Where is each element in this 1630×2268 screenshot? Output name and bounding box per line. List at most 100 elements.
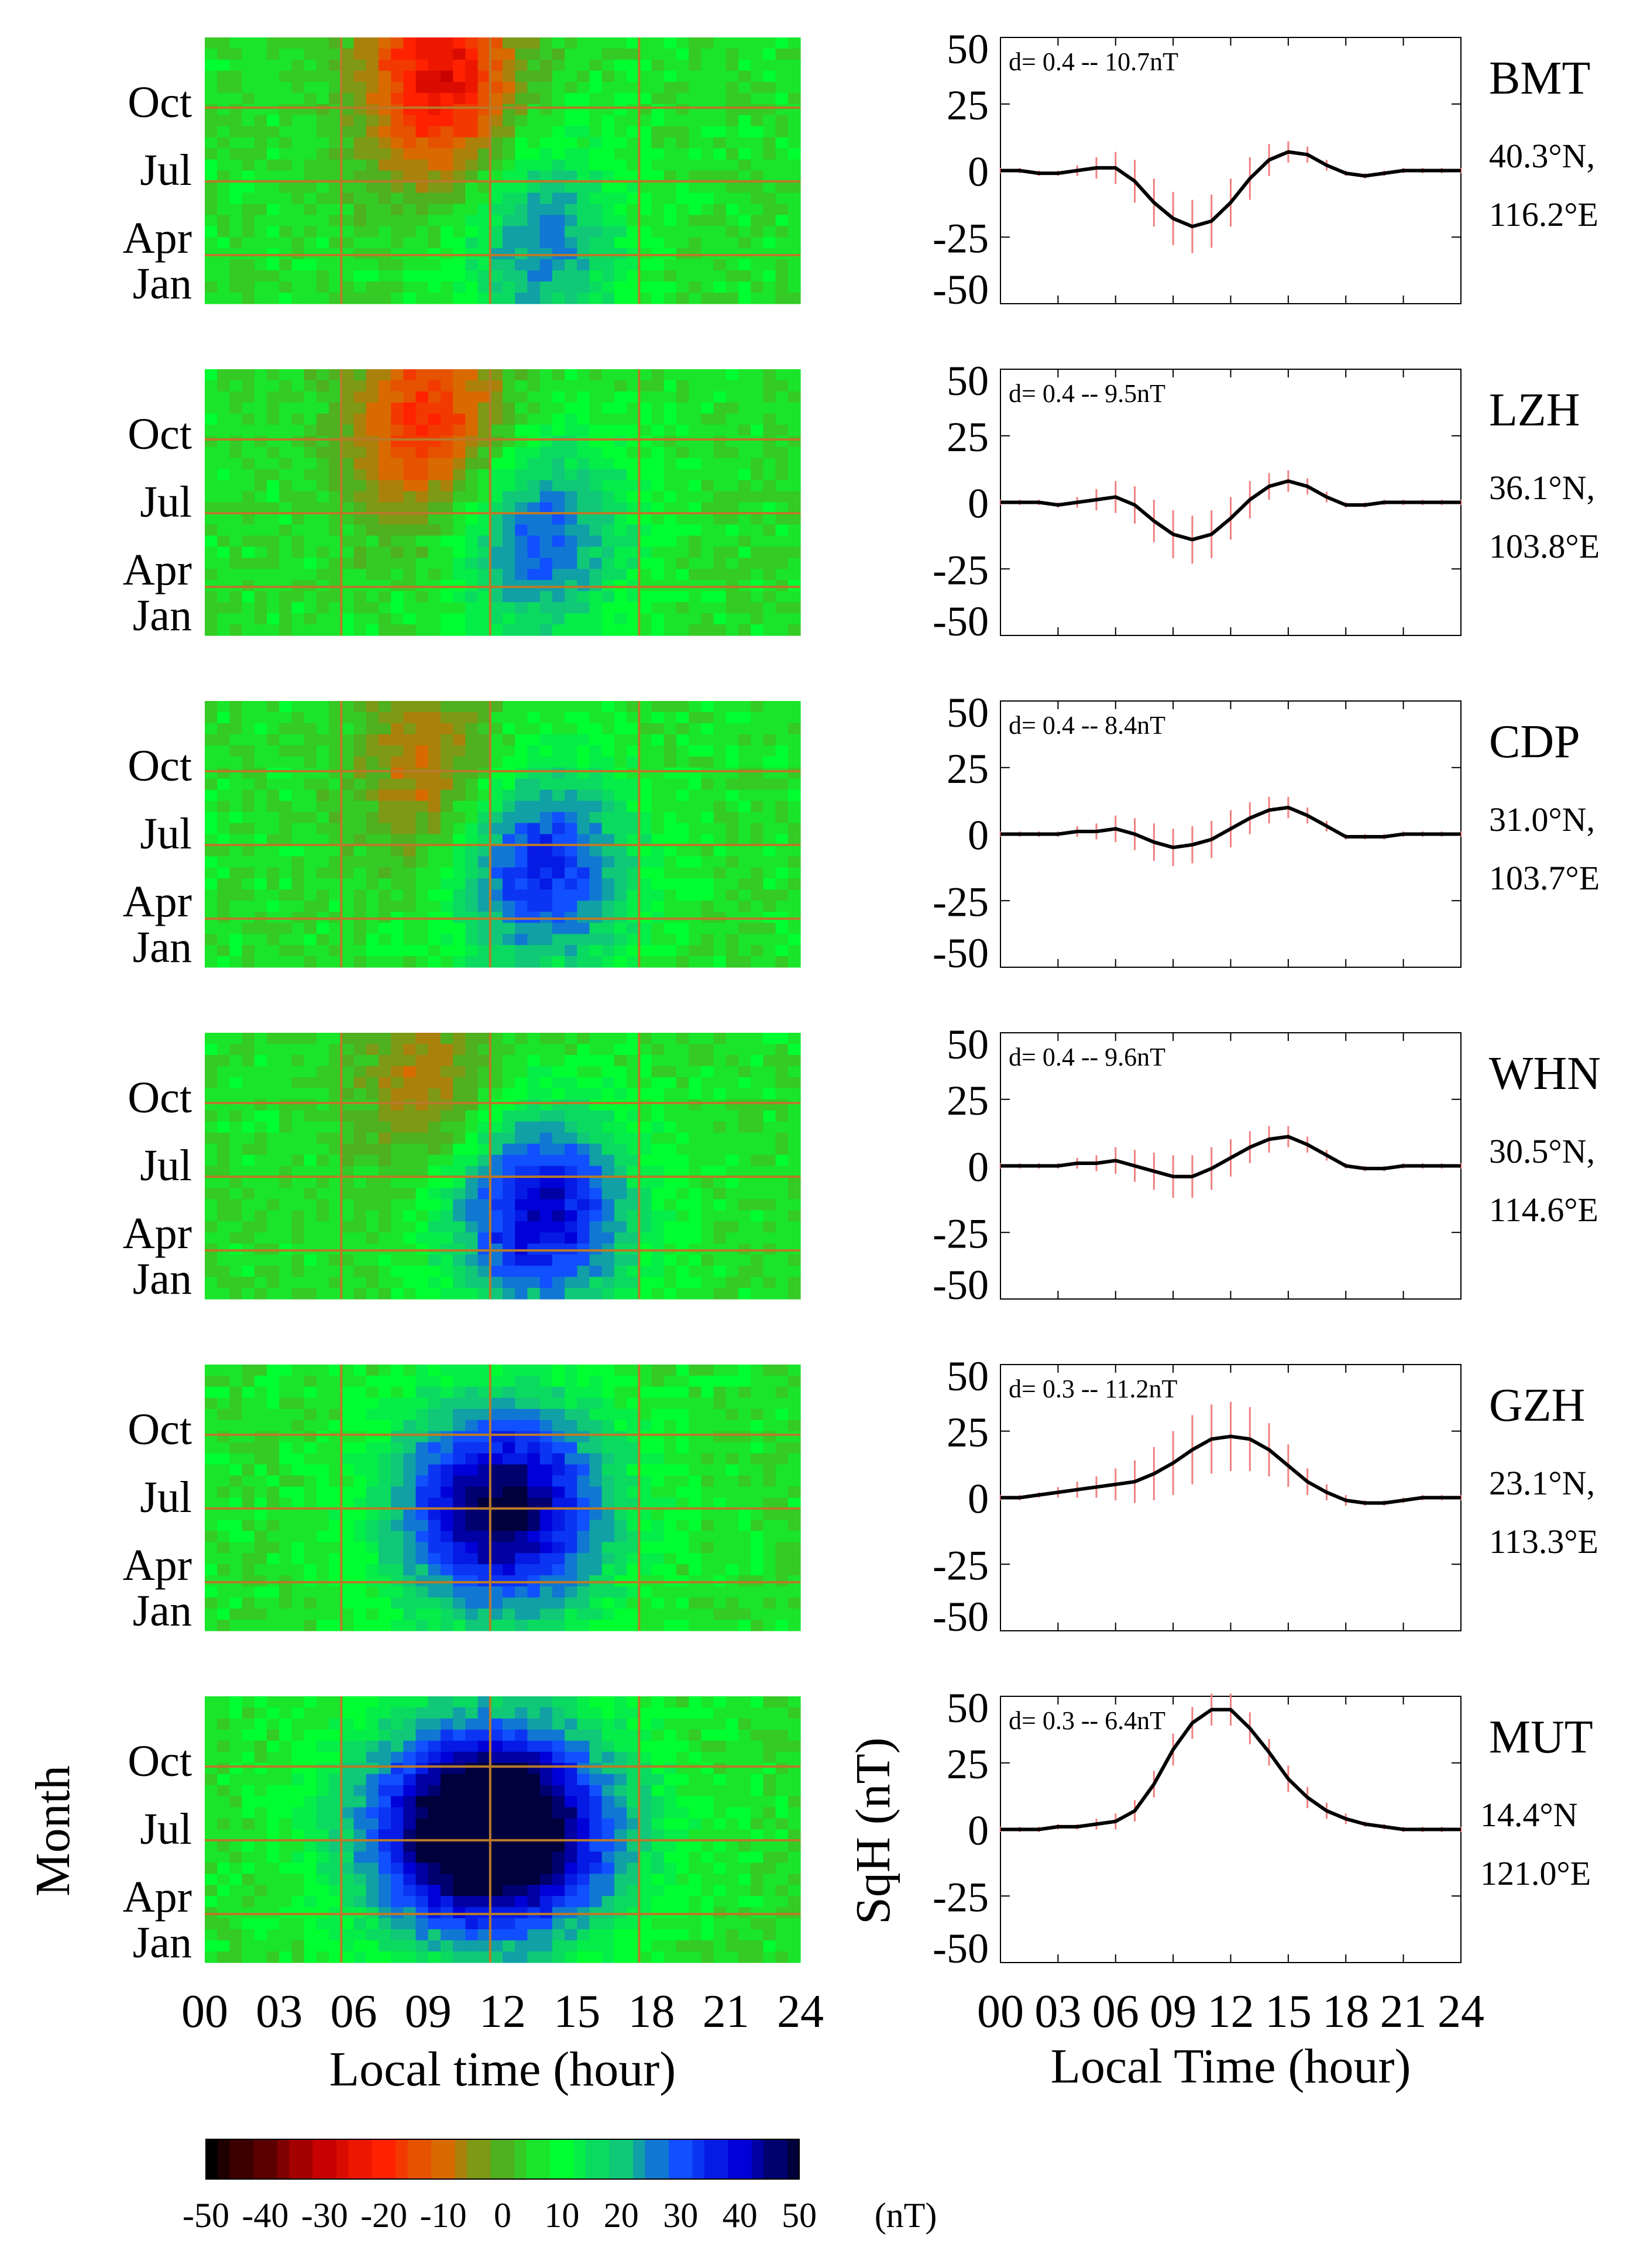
heatmap-cell bbox=[403, 535, 417, 547]
heatmap-cell bbox=[378, 491, 391, 503]
heatmap-cell bbox=[701, 613, 714, 625]
heatmap-cell bbox=[713, 181, 727, 194]
heatmap-cell bbox=[229, 281, 243, 293]
heatmap-cell bbox=[304, 70, 317, 83]
heatmap-cell bbox=[254, 1088, 267, 1100]
heatmap-cell bbox=[751, 1033, 764, 1044]
heatmap-cell bbox=[527, 1110, 541, 1122]
heatmap-cell bbox=[614, 104, 627, 116]
heatmap-cell bbox=[552, 70, 565, 83]
heatmap-cell bbox=[601, 281, 615, 293]
heatmap-cell bbox=[627, 812, 639, 824]
heatmap-cell bbox=[378, 115, 391, 127]
heatmap-cell bbox=[341, 1110, 355, 1122]
heatmap-cell bbox=[378, 70, 391, 83]
heatmap-cell bbox=[242, 115, 255, 127]
heatmap-cell bbox=[639, 1043, 652, 1056]
heatmap-cell bbox=[763, 115, 776, 127]
heatmap-cell bbox=[589, 856, 603, 868]
heatmap-cell bbox=[751, 502, 764, 514]
heatmap-cell bbox=[639, 569, 652, 580]
heatmap-cell bbox=[601, 613, 615, 625]
heatmap-cell bbox=[366, 1121, 379, 1133]
heatmap-cell bbox=[242, 956, 255, 968]
heatmap-cell bbox=[353, 48, 367, 60]
heatmap-cell bbox=[440, 867, 453, 879]
heatmap-cell bbox=[725, 778, 739, 791]
month-tick-label: Jan bbox=[133, 591, 192, 640]
heatmap-cell bbox=[440, 1066, 453, 1078]
heatmap-cell bbox=[639, 1221, 652, 1233]
heatmap-cell bbox=[267, 602, 280, 614]
heatmap-cell bbox=[788, 204, 801, 215]
heatmap-cell bbox=[539, 812, 553, 824]
heatmap-cell bbox=[267, 1442, 280, 1454]
heatmap-cell bbox=[477, 1121, 491, 1133]
heatmap-cell bbox=[565, 126, 577, 138]
heatmap-cell bbox=[242, 1088, 255, 1100]
heatmap-cell bbox=[627, 800, 639, 813]
heatmap-cell bbox=[329, 1077, 342, 1089]
heatmap-cell bbox=[751, 1110, 764, 1122]
heatmap-cell bbox=[738, 723, 751, 735]
heatmap-cell bbox=[217, 48, 231, 60]
month-tick-label: Apr bbox=[123, 877, 192, 926]
heatmap-cell bbox=[465, 181, 479, 194]
heatmap-cell bbox=[341, 115, 355, 127]
heatmap-cell bbox=[552, 602, 565, 614]
heatmap-cell bbox=[751, 1177, 764, 1189]
heatmap-cell bbox=[477, 1397, 491, 1410]
heatmap-cell bbox=[391, 92, 404, 105]
heatmap-cell bbox=[515, 369, 528, 381]
heatmap-cell bbox=[316, 215, 329, 226]
month-tick-label: Jul bbox=[140, 809, 192, 858]
heatmap-cell bbox=[304, 1232, 317, 1244]
heatmap-cell bbox=[651, 59, 665, 71]
heatmap-cell bbox=[242, 1277, 255, 1288]
heatmap-cell bbox=[341, 1088, 355, 1100]
heatmap-cell bbox=[627, 1110, 639, 1122]
heatmap-cell bbox=[267, 226, 280, 238]
heatmap-cell bbox=[713, 1221, 727, 1233]
heatmap-cell bbox=[254, 1266, 267, 1277]
heatmap-cell bbox=[254, 181, 267, 194]
heatmap-cell bbox=[403, 580, 417, 592]
heatmap-cell bbox=[428, 1043, 441, 1056]
heatmap-cell bbox=[614, 380, 627, 392]
heatmap-cell bbox=[788, 789, 801, 802]
heatmap-cell bbox=[440, 1397, 453, 1410]
heatmap-cell bbox=[205, 723, 218, 735]
heatmap-cell bbox=[304, 1442, 317, 1454]
heatmap-cell bbox=[515, 867, 528, 879]
heatmap-cell bbox=[254, 104, 267, 116]
heatmap-cell bbox=[738, 70, 751, 83]
heatmap-cell bbox=[353, 1408, 367, 1421]
heatmap-cell bbox=[552, 1110, 565, 1122]
heatmap-cell bbox=[651, 1188, 665, 1200]
heatmap-cell bbox=[254, 535, 267, 547]
heatmap-cell bbox=[627, 823, 639, 835]
heatmap-cell bbox=[751, 1288, 764, 1300]
heatmap-cell bbox=[639, 402, 652, 414]
heatmap-cell bbox=[329, 923, 342, 934]
heatmap-cell bbox=[503, 934, 515, 946]
heatmap-cell bbox=[577, 115, 590, 127]
heatmap-cell bbox=[254, 391, 267, 403]
heatmap-cell bbox=[751, 823, 764, 835]
heatmap-cell bbox=[751, 1221, 764, 1233]
heatmap-cell bbox=[490, 259, 503, 271]
heatmap-cell bbox=[738, 1431, 751, 1443]
heatmap-cell bbox=[217, 1121, 231, 1133]
heatmap-cell bbox=[217, 945, 231, 957]
heatmap-cell bbox=[775, 569, 789, 580]
heatmap-cell bbox=[391, 1266, 404, 1277]
heatmap-cell bbox=[477, 92, 491, 105]
heatmap-cell bbox=[651, 923, 665, 934]
heatmap-cell bbox=[763, 834, 776, 846]
heatmap-cell bbox=[366, 59, 379, 71]
heatmap-cell bbox=[676, 923, 689, 934]
heatmap-cell bbox=[217, 800, 231, 813]
heatmap-cell bbox=[490, 734, 503, 746]
heatmap-cell bbox=[316, 613, 329, 625]
